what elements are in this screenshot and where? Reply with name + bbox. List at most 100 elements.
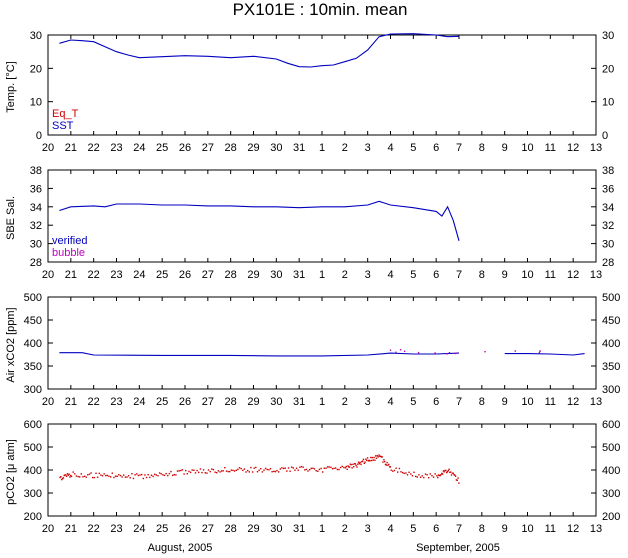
x-tick-label: 4 bbox=[387, 396, 393, 408]
legend-entry: bubble bbox=[52, 247, 85, 259]
x-tick-label: 13 bbox=[590, 396, 602, 408]
data-point bbox=[444, 469, 446, 472]
x-tick-label: 24 bbox=[133, 396, 145, 408]
x-tick-label: 20 bbox=[42, 142, 54, 154]
data-point bbox=[207, 469, 210, 471]
x-tick-label: 12 bbox=[567, 396, 579, 408]
data-point bbox=[60, 476, 62, 478]
x-tick-label: 21 bbox=[65, 523, 77, 535]
legend-entry: SST bbox=[52, 120, 74, 132]
data-point bbox=[317, 470, 319, 472]
legend-entry: Eq_T bbox=[52, 108, 79, 120]
data-point bbox=[157, 475, 159, 477]
y-axis-label: pCO2 [μ atm] bbox=[5, 439, 17, 505]
y-tick-label-right: 30 bbox=[602, 30, 614, 42]
data-point bbox=[406, 474, 409, 476]
data-point bbox=[446, 353, 448, 355]
x-tick-label: 30 bbox=[270, 396, 282, 408]
data-point bbox=[87, 474, 89, 476]
data-point bbox=[378, 454, 380, 456]
data-point bbox=[196, 469, 198, 472]
data-point bbox=[74, 473, 76, 475]
data-point bbox=[439, 474, 441, 477]
data-point bbox=[405, 472, 407, 474]
data-point bbox=[216, 472, 218, 474]
data-point bbox=[63, 474, 65, 477]
y-tick-label: 30 bbox=[30, 239, 42, 251]
data-point bbox=[212, 468, 215, 471]
x-tick-label: 24 bbox=[133, 523, 145, 535]
data-point bbox=[413, 471, 415, 473]
data-point bbox=[442, 470, 445, 472]
pco2-panel: 20 21 22 23 24 25 26 27 28 29 30 31 1 2 3 4 5 6 7 8 9 10 11 12 1… bbox=[5, 419, 620, 535]
data-point bbox=[363, 462, 365, 464]
data-point bbox=[88, 473, 91, 475]
data-point bbox=[68, 473, 70, 475]
data-point bbox=[410, 473, 412, 475]
data-point bbox=[75, 475, 78, 477]
data-point bbox=[484, 351, 486, 353]
x-tick-label: 5 bbox=[410, 269, 416, 281]
data-point bbox=[255, 466, 257, 469]
x-tick-label: 28 bbox=[225, 142, 237, 154]
data-point bbox=[361, 461, 363, 463]
x-tick-label: 12 bbox=[567, 269, 579, 281]
y-tick-label: 200 bbox=[24, 511, 42, 523]
data-point bbox=[320, 467, 322, 470]
data-point bbox=[362, 458, 365, 461]
data-point bbox=[366, 457, 369, 459]
y-tick-label-right: 400 bbox=[602, 465, 620, 477]
legend-entry: verified bbox=[52, 235, 87, 247]
x-tick-label: 6 bbox=[433, 269, 439, 281]
x-tick-label: 5 bbox=[410, 142, 416, 154]
data-point bbox=[271, 471, 273, 473]
y-tick-label: 350 bbox=[24, 361, 42, 373]
data-point bbox=[142, 477, 144, 480]
data-point bbox=[233, 470, 236, 472]
data-point bbox=[392, 470, 394, 472]
data-point bbox=[330, 466, 332, 468]
data-point bbox=[100, 474, 102, 476]
x-tick-label: 29 bbox=[247, 396, 259, 408]
data-point bbox=[456, 479, 458, 481]
salinity-panel: 20 21 22 23 24 25 26 27 28 29 30 31 1 2 3 4 5 6 7 8 9 10 11 12 1… bbox=[5, 165, 614, 281]
data-point bbox=[175, 474, 177, 476]
data-point bbox=[61, 477, 64, 480]
data-point bbox=[266, 468, 268, 471]
data-point bbox=[181, 469, 184, 471]
data-point bbox=[72, 471, 74, 473]
data-point bbox=[268, 469, 270, 471]
x-tick-label: 23 bbox=[110, 142, 122, 154]
x-tick-label: 6 bbox=[433, 396, 439, 408]
x-tick-label: 22 bbox=[88, 396, 100, 408]
data-point bbox=[374, 459, 376, 461]
data-point bbox=[160, 473, 162, 475]
y-tick-label-right: 350 bbox=[602, 361, 620, 373]
data-point bbox=[186, 473, 188, 475]
data-point bbox=[106, 474, 109, 477]
data-point bbox=[514, 350, 516, 352]
data-point bbox=[111, 472, 113, 474]
data-point bbox=[393, 469, 396, 472]
x-tick-label: 25 bbox=[156, 396, 168, 408]
x-tick-label: 9 bbox=[502, 269, 508, 281]
x-tick-label: 8 bbox=[479, 269, 485, 281]
month-label-august: August, 2005 bbox=[148, 542, 213, 554]
x-tick-label: 27 bbox=[202, 396, 214, 408]
y-tick-label-right: 400 bbox=[602, 338, 620, 350]
x-tick-label: 25 bbox=[156, 523, 168, 535]
data-point bbox=[269, 468, 272, 470]
series-line bbox=[59, 200, 460, 241]
data-point bbox=[134, 474, 136, 476]
x-tick-label: 13 bbox=[590, 269, 602, 281]
data-point bbox=[437, 474, 440, 476]
x-tick-label: 3 bbox=[365, 523, 371, 535]
x-tick-label: 28 bbox=[225, 523, 237, 535]
data-point bbox=[367, 460, 370, 462]
data-point bbox=[77, 475, 79, 478]
data-point bbox=[136, 473, 138, 475]
data-point bbox=[446, 471, 448, 474]
data-point bbox=[85, 476, 87, 478]
data-point bbox=[434, 473, 436, 475]
data-point bbox=[305, 468, 308, 471]
